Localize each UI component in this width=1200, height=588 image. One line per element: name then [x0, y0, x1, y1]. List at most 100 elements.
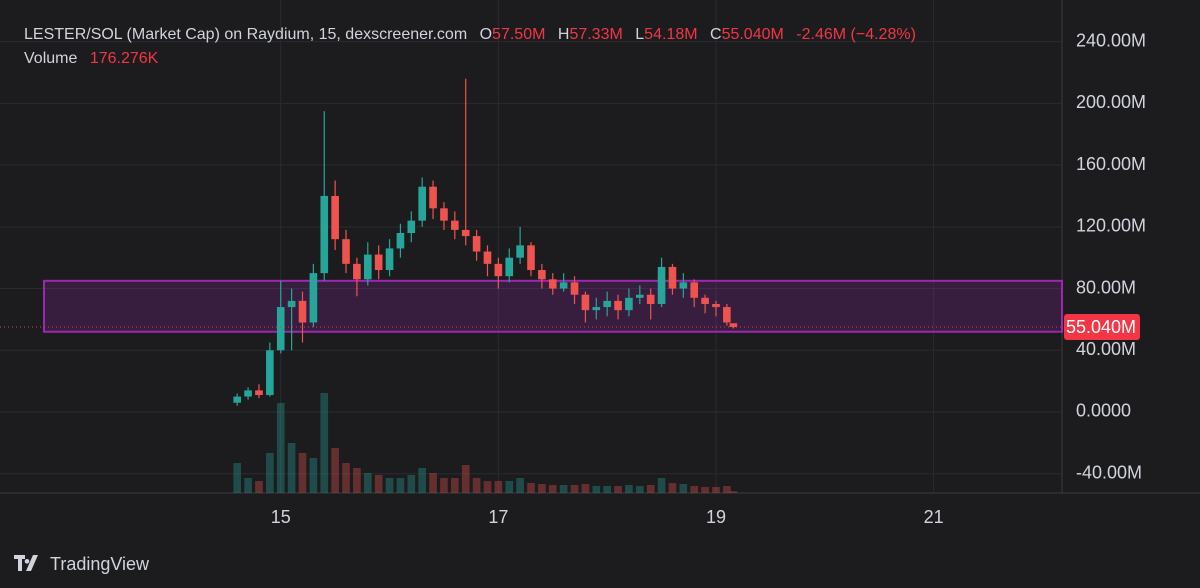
candle-body [657, 266, 666, 304]
low-key: L [635, 26, 645, 43]
volume-bar [451, 478, 459, 493]
brand-logo [14, 555, 38, 571]
volume-bar [363, 473, 372, 493]
volume-bar [559, 485, 568, 493]
open-key: O [479, 26, 493, 43]
candle-body [494, 263, 503, 277]
volume-key: Volume [24, 50, 78, 67]
candle-body [276, 307, 285, 351]
volume-bar [385, 478, 394, 493]
volume-bar [418, 468, 426, 493]
candle-body [570, 282, 579, 295]
x-tick-label: 17 [488, 507, 508, 527]
y-tick-label: 0.0000 [1076, 401, 1131, 421]
candle-body [309, 273, 318, 323]
volume-bar [244, 478, 252, 493]
y-tick-label: 40.00M [1076, 339, 1136, 359]
candle-body [407, 220, 416, 233]
candle-body [244, 390, 252, 397]
volume-bar [276, 403, 285, 493]
low-value: 54.18M [644, 26, 698, 43]
y-tick-label: 240.00M [1076, 30, 1146, 50]
close-key: C [710, 26, 722, 43]
volume-bar [657, 478, 666, 493]
volume-bar [309, 458, 318, 493]
candle-body [266, 350, 274, 396]
candle-body [451, 220, 459, 230]
candle-body [472, 236, 481, 252]
volume-bar [440, 478, 448, 493]
volume-bar [429, 473, 437, 493]
candle-body [668, 266, 677, 289]
candle-body [374, 254, 383, 271]
volume-bar [668, 483, 677, 493]
candle-body [233, 396, 242, 403]
volume-bar [353, 468, 361, 493]
y-tick-label: 200.00M [1076, 92, 1146, 112]
volume-bar [494, 481, 503, 493]
x-tick-label: 15 [271, 507, 291, 527]
open-value: 57.50M [492, 26, 546, 43]
volume-bar [729, 491, 738, 493]
candle-body [440, 208, 448, 221]
candle-body [729, 323, 738, 328]
volume-bar [679, 484, 688, 493]
candle-body [538, 270, 546, 280]
volume-bar [407, 475, 416, 493]
volume-bar [723, 486, 731, 493]
volume-bar [516, 478, 524, 493]
volume-bar [603, 486, 611, 493]
y-tick-label: 80.00M [1076, 277, 1136, 297]
volume-bar [701, 487, 709, 493]
candle-body [342, 239, 350, 264]
volume-bar [625, 485, 633, 493]
volume-bar [592, 486, 601, 493]
candle-body [712, 303, 720, 308]
candle-body [592, 307, 601, 311]
high-value: 57.33M [569, 26, 623, 43]
candle-body [701, 297, 709, 304]
candle-body [298, 300, 307, 323]
high-key: H [557, 26, 570, 43]
volume-bar [581, 484, 590, 493]
candle-body [287, 300, 296, 308]
candle-body [646, 294, 655, 304]
y-tick-label: -40.00M [1076, 462, 1142, 482]
candle-body [385, 248, 394, 271]
price-label-box [1064, 314, 1140, 341]
volume-bar [472, 478, 481, 493]
candle-body [461, 229, 470, 237]
brand-name: TradingView [50, 553, 150, 574]
volume-bar [461, 465, 470, 493]
volume-bar [396, 478, 405, 493]
volume-bar [538, 484, 546, 493]
candle-body [331, 195, 339, 240]
y-tick-label: 120.00M [1076, 216, 1146, 236]
brand: TradingView [14, 552, 149, 576]
volume-bar [505, 481, 514, 493]
candle-body [429, 186, 437, 209]
volume-bar [287, 443, 296, 493]
volume-bar [712, 487, 720, 493]
volume-bar [614, 486, 622, 493]
candle-body [603, 300, 611, 308]
volume-bar [342, 463, 350, 493]
candle-body [320, 195, 329, 274]
volume-bar [320, 393, 329, 493]
volume-bar [483, 481, 492, 493]
volume-line: Volume 176.276K [24, 50, 158, 68]
candle-body [505, 257, 514, 277]
price-label: 55.040M [1066, 317, 1136, 337]
volume-bar [233, 463, 242, 493]
candle-body [723, 307, 731, 323]
candle-body [255, 390, 263, 396]
volume-bar [570, 485, 579, 493]
change-value: -2.46M (−4.28%) [796, 26, 916, 43]
volume-bar [255, 481, 263, 493]
candle-body [581, 294, 590, 311]
x-tick-label: 19 [706, 507, 726, 527]
candle-body [527, 245, 535, 271]
candle-body [396, 232, 405, 249]
volume-bar [636, 486, 644, 493]
